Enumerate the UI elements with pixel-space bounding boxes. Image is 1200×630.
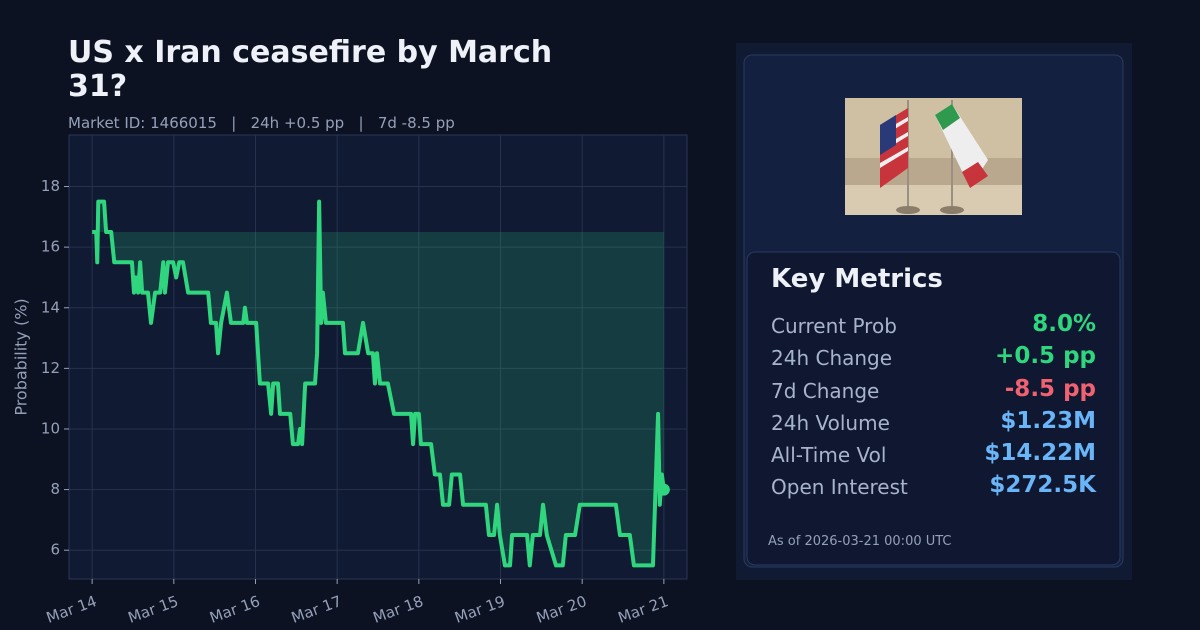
- y-axis-label: Probability (%): [12, 298, 31, 415]
- y-tick-label: 14: [41, 298, 60, 316]
- metric-label: 24h Volume: [771, 411, 890, 435]
- flags-image: [845, 98, 1022, 215]
- x-tick-label: Mar 21: [616, 592, 671, 627]
- y-tick-label: 8: [50, 480, 60, 498]
- area: [92, 201, 664, 566]
- y-tick-label: 18: [41, 177, 60, 195]
- x-tick-label: Mar 20: [534, 592, 589, 627]
- y-tick-label: 12: [41, 359, 60, 377]
- metric-value: $14.22M: [984, 440, 1096, 466]
- side-panel: [736, 43, 1132, 580]
- y-tick-label: 10: [41, 419, 60, 437]
- x-tick-label: Mar 18: [371, 592, 426, 627]
- metric-value: $272.5K: [989, 472, 1096, 498]
- x-tick-label: Mar 16: [207, 592, 262, 627]
- panel-title: Key Metrics: [771, 264, 943, 294]
- metric-label: All-Time Vol: [771, 443, 887, 467]
- footer: As of 2026-03-21 00:00 UTC: [768, 534, 952, 549]
- line: [92, 199, 666, 568]
- metric-value: 8.0%: [1032, 311, 1096, 337]
- metrics-card: [746, 251, 1121, 566]
- metric-value: -8.5 pp: [1004, 376, 1096, 402]
- x-tick-label: Mar 19: [452, 592, 507, 627]
- metric-label: Current Prob: [771, 314, 897, 338]
- x-tick-label: Mar 17: [289, 592, 344, 627]
- metric-label: Open Interest: [771, 475, 908, 499]
- metric-label: 7d Change: [771, 379, 880, 403]
- subtitle: Market ID: 1466015 | 24h +0.5 pp | 7d -8…: [68, 114, 455, 132]
- y-tick-label: 16: [41, 238, 60, 256]
- x-tick-label: Mar 14: [44, 592, 99, 627]
- metric-value: $1.23M: [1000, 408, 1096, 434]
- y-tick-label: 6: [50, 541, 60, 559]
- metric-value: +0.5 pp: [995, 343, 1096, 369]
- end-point: [657, 483, 670, 496]
- metric-label: 24h Change: [771, 346, 893, 370]
- chart-title: US x Iran ceasefire by March 31?: [68, 35, 553, 104]
- x-tick-label: Mar 15: [126, 592, 181, 627]
